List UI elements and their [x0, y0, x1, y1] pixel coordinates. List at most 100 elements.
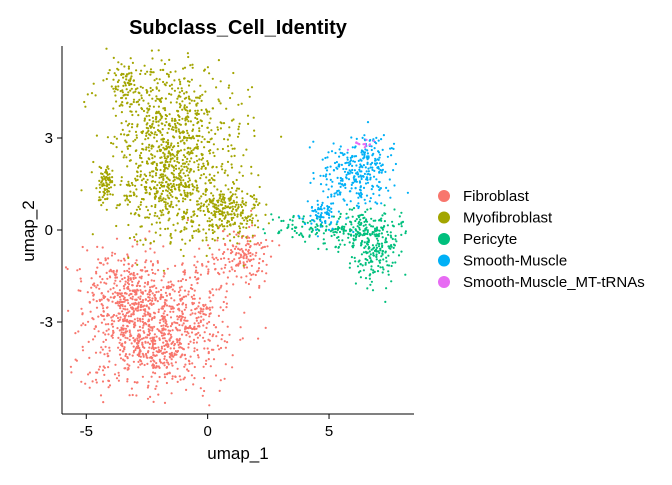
data-point — [380, 217, 383, 220]
data-point — [179, 95, 182, 98]
data-point — [235, 245, 238, 248]
data-point — [177, 128, 180, 131]
data-point — [338, 165, 341, 168]
data-point — [192, 137, 196, 140]
data-point — [126, 124, 129, 127]
data-point — [117, 379, 120, 382]
data-point — [97, 199, 100, 202]
chart-title: Subclass_Cell_Identity — [129, 17, 348, 39]
data-point — [191, 225, 194, 228]
data-point — [138, 355, 141, 358]
data-point — [84, 105, 87, 108]
data-point — [188, 136, 191, 139]
data-point — [183, 106, 186, 109]
data-point — [147, 273, 150, 276]
data-point — [205, 239, 208, 242]
data-point — [167, 281, 170, 284]
data-point — [184, 363, 187, 366]
data-point — [381, 250, 384, 253]
data-point — [97, 258, 100, 261]
data-point — [160, 332, 163, 335]
data-point — [120, 63, 123, 66]
data-point — [133, 238, 136, 242]
data-point — [372, 254, 375, 257]
data-point — [126, 380, 129, 383]
data-point — [206, 110, 209, 114]
data-point — [123, 65, 126, 68]
data-point — [128, 200, 131, 204]
data-point — [102, 307, 105, 310]
legend-label: Fibroblast — [463, 188, 530, 205]
data-point — [178, 167, 181, 170]
data-point — [137, 360, 140, 363]
data-point — [140, 69, 143, 72]
data-point — [141, 142, 144, 145]
data-point — [191, 63, 194, 66]
data-point — [221, 210, 224, 213]
data-point — [354, 236, 358, 239]
data-point — [238, 257, 241, 260]
data-point — [387, 264, 391, 267]
data-point — [151, 271, 154, 275]
data-point — [128, 237, 131, 240]
data-point — [380, 232, 383, 235]
data-point — [183, 92, 186, 95]
data-point — [92, 338, 95, 341]
data-point — [183, 211, 186, 214]
data-point — [176, 350, 179, 354]
data-point — [187, 116, 190, 119]
data-point — [167, 150, 170, 153]
data-point — [346, 156, 349, 159]
data-point — [160, 173, 163, 176]
data-point — [371, 168, 374, 171]
data-point — [153, 79, 156, 82]
data-point — [308, 228, 311, 231]
data-point — [400, 222, 403, 225]
data-point — [236, 135, 240, 138]
data-point — [245, 257, 248, 260]
data-point — [261, 260, 265, 263]
data-point — [222, 271, 225, 274]
data-point — [239, 338, 242, 341]
data-point — [226, 221, 229, 224]
data-point — [400, 250, 403, 253]
data-point — [364, 166, 367, 169]
data-point — [167, 363, 170, 366]
data-point — [229, 96, 232, 100]
data-point — [198, 247, 201, 250]
data-point — [255, 198, 258, 201]
data-point — [357, 216, 361, 219]
data-point — [146, 311, 149, 314]
data-point — [185, 165, 188, 168]
data-point — [192, 341, 195, 344]
data-point — [320, 212, 323, 215]
data-point — [169, 160, 172, 163]
data-point — [311, 218, 314, 222]
data-point — [392, 169, 395, 172]
data-point — [156, 260, 159, 263]
data-point — [128, 83, 131, 87]
data-point — [271, 218, 274, 221]
data-point — [96, 266, 99, 269]
y-axis-title: umap_2 — [19, 200, 38, 261]
data-point — [231, 268, 234, 271]
data-point — [203, 331, 206, 334]
data-point — [301, 225, 304, 228]
data-point — [197, 331, 200, 334]
data-point — [203, 138, 206, 141]
data-point — [147, 102, 150, 105]
data-point — [171, 87, 174, 90]
data-point — [241, 190, 244, 193]
data-point — [360, 253, 363, 256]
data-point — [114, 279, 117, 282]
data-point — [100, 313, 103, 316]
data-point — [213, 239, 216, 242]
data-point — [338, 191, 341, 194]
data-point — [211, 306, 214, 309]
data-point — [378, 229, 381, 232]
data-point — [169, 232, 172, 236]
data-point — [263, 280, 266, 283]
data-point — [176, 318, 179, 321]
data-point — [137, 329, 140, 332]
data-point — [144, 238, 147, 241]
